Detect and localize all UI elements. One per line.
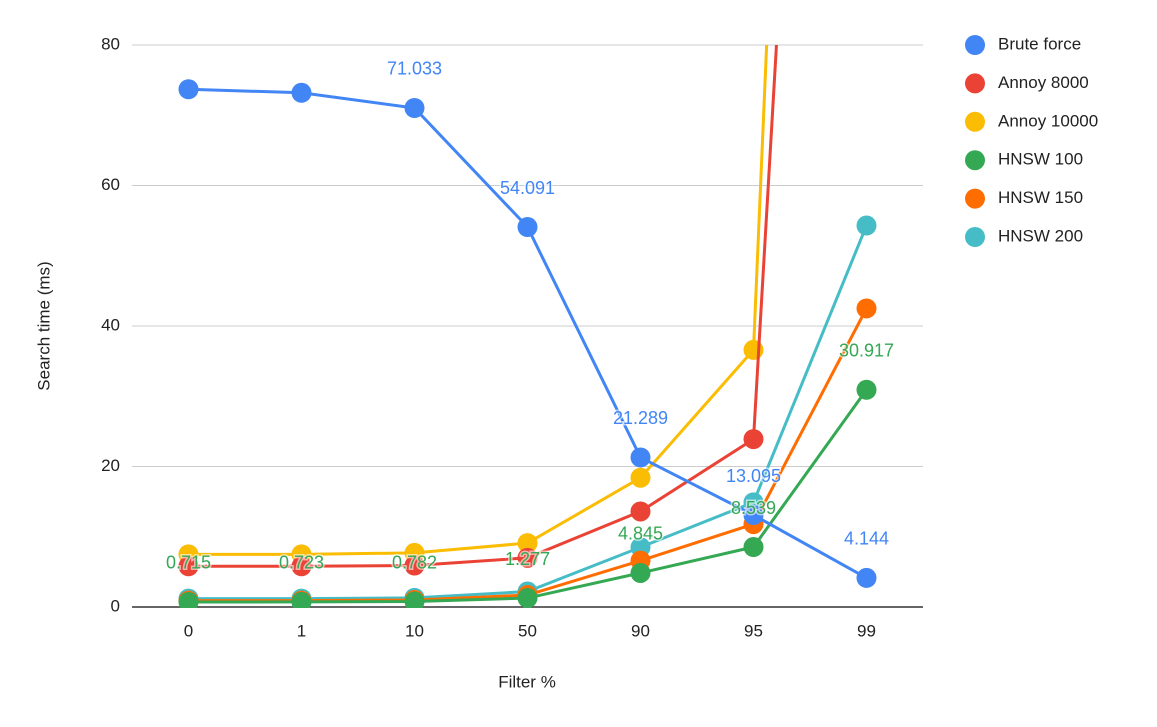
- legend-label: HNSW 100: [998, 150, 1083, 169]
- point: [630, 501, 651, 522]
- legend-marker: [965, 73, 985, 94]
- legend-label: Annoy 8000: [998, 73, 1089, 92]
- data-label: 54.091: [500, 178, 555, 198]
- point: [517, 588, 538, 608]
- legend: Brute force Annoy 8000 Annoy 10000 HNSW 100…: [965, 34, 1098, 247]
- grid: 0 20 40 60 80 0 1 10 50 90 95 99: [101, 34, 923, 640]
- x-tick-label: 50: [518, 621, 537, 640]
- point: [856, 379, 877, 400]
- point: [743, 429, 764, 450]
- data-label: 13.095: [726, 466, 781, 486]
- point: [743, 505, 764, 526]
- point: [517, 547, 538, 568]
- x-axis-title: Filter %: [498, 672, 556, 691]
- legend-label: Brute force: [998, 34, 1081, 53]
- y-axis-title: Search time (ms): [34, 261, 53, 390]
- point: [630, 467, 651, 488]
- x-tick-label: 99: [857, 621, 876, 640]
- point: [178, 556, 199, 577]
- point: [856, 215, 877, 236]
- series: [178, 45, 877, 608]
- y-tick-label: 20: [101, 456, 120, 475]
- point: [291, 556, 312, 577]
- data-label: 1.277: [505, 549, 550, 569]
- legend-marker: [965, 35, 985, 55]
- point: [404, 591, 425, 608]
- point: [517, 217, 538, 238]
- data-label: 8.539: [731, 498, 776, 518]
- point: [743, 537, 764, 558]
- legend-marker: [965, 227, 985, 247]
- data-label: 30.917: [839, 341, 894, 361]
- point: [517, 533, 538, 554]
- point: [291, 82, 312, 103]
- y-tick-label: 80: [101, 34, 120, 53]
- legend-marker: [965, 111, 985, 132]
- legend-marker: [965, 188, 985, 209]
- point: [178, 591, 199, 608]
- point: [856, 567, 877, 588]
- value-labels: 71.033 54.091 21.289 13.095 4.144 0.715 0.723 0…: [164, 57, 895, 574]
- legend-label: HNSW 200: [998, 226, 1083, 245]
- point: [404, 555, 425, 576]
- x-tick-label: 95: [744, 621, 763, 640]
- x-tick-label: 90: [631, 621, 650, 640]
- data-label: 0.782: [392, 552, 437, 572]
- data-label: 4.144: [844, 529, 889, 549]
- x-tick-label: 10: [405, 621, 424, 640]
- legend-label: HNSW 150: [998, 188, 1083, 207]
- x-tick-label: 1: [297, 621, 306, 640]
- y-tick-label: 60: [101, 175, 120, 194]
- data-label: 71.033: [387, 59, 442, 79]
- point: [404, 97, 425, 118]
- point: [630, 562, 651, 583]
- legend-label: Annoy 10000: [998, 111, 1098, 130]
- point: [630, 447, 651, 468]
- point: [856, 298, 877, 319]
- point: [291, 591, 312, 608]
- data-label: 0.715: [166, 553, 211, 573]
- y-tick-label: 40: [101, 315, 120, 334]
- data-label: 0.723: [279, 553, 324, 573]
- x-tick-label: 0: [184, 621, 193, 640]
- legend-marker: [965, 150, 985, 171]
- y-tick-label: 0: [111, 596, 120, 615]
- data-label: 4.845: [618, 524, 663, 544]
- point: [178, 79, 199, 100]
- data-label: 21.289: [613, 408, 668, 428]
